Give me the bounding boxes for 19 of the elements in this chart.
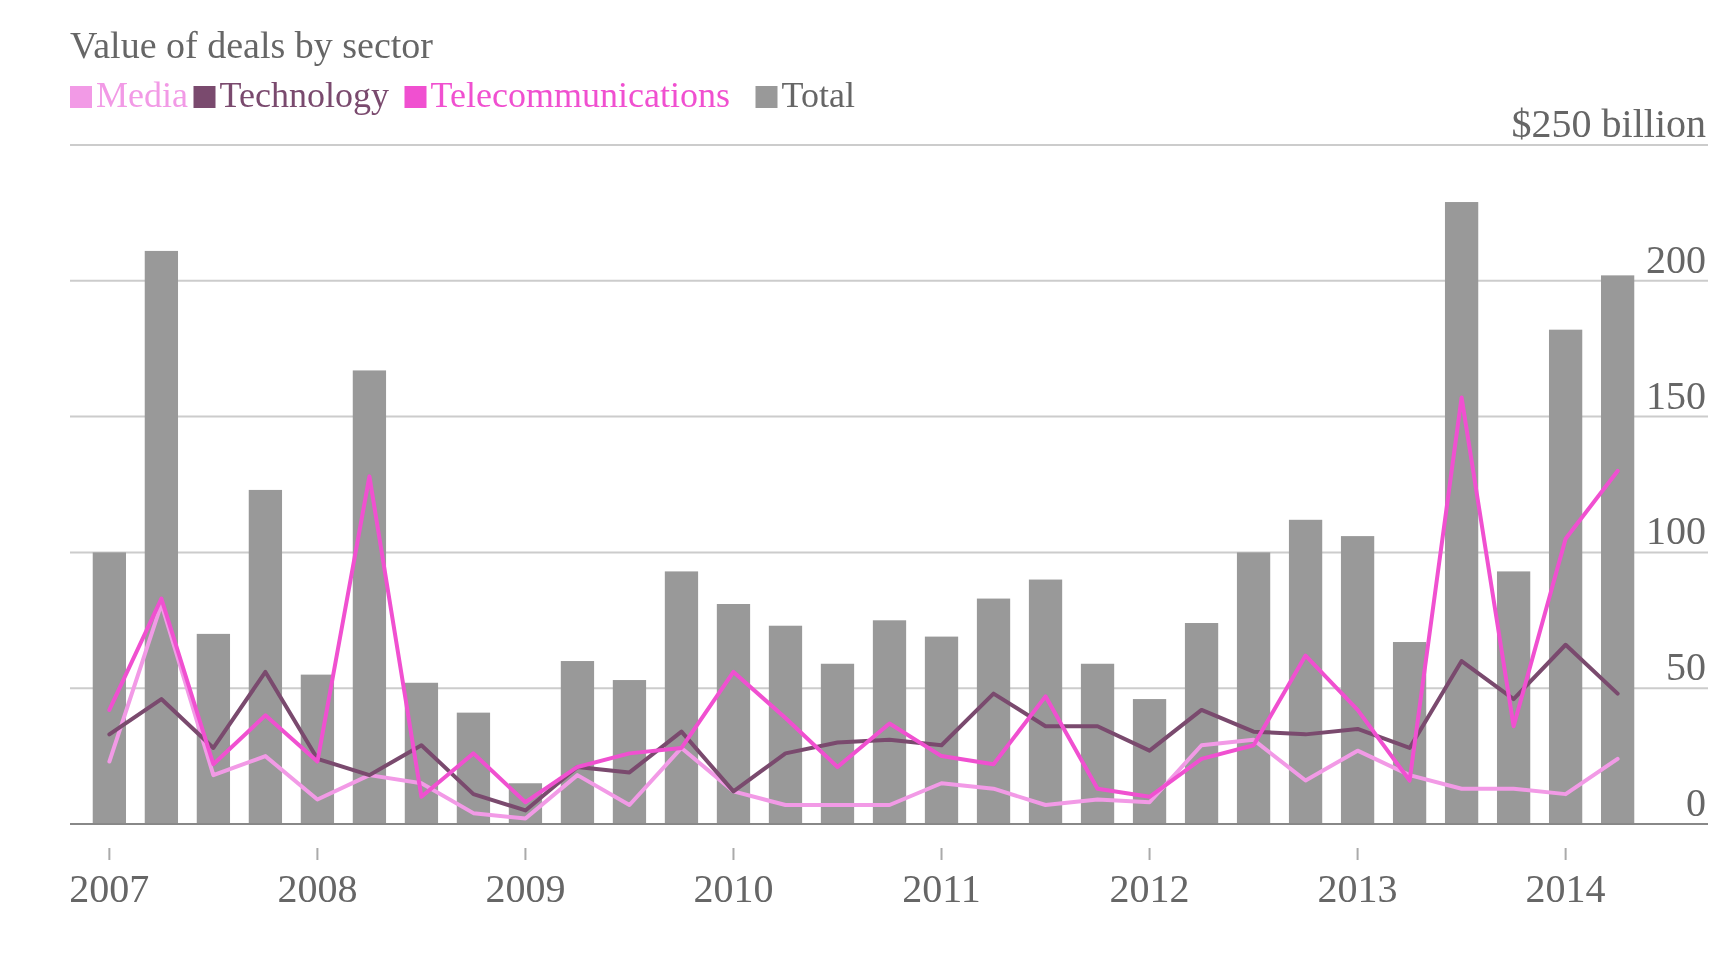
x-tick-label: 2009 [485, 866, 566, 911]
x-tick-label: 2011 [902, 866, 981, 911]
x-tick-label: 2010 [693, 866, 774, 911]
y-tick-label: 200 [1646, 236, 1706, 282]
y-tick-label: 0 [1686, 780, 1706, 825]
x-tick-label: 2014 [1525, 866, 1606, 911]
chart-title: Value of deals by sector [70, 24, 434, 66]
y-tick-label: 50 [1666, 644, 1706, 690]
x-tick-label: 2013 [1317, 866, 1398, 911]
legend-label: Technology [219, 75, 389, 115]
y-tick-label: 150 [1646, 372, 1706, 418]
x-tick-label: 2008 [277, 866, 358, 911]
y-tick-label: 100 [1646, 508, 1706, 554]
legend-label: Telecommunications [430, 75, 730, 115]
legend-label: Media [96, 75, 188, 115]
legend-label: Total [781, 75, 855, 115]
x-tick-label: 2007 [69, 866, 150, 911]
y-tick-label: $250 billion [1511, 101, 1706, 146]
x-tick-label: 2012 [1109, 866, 1190, 911]
